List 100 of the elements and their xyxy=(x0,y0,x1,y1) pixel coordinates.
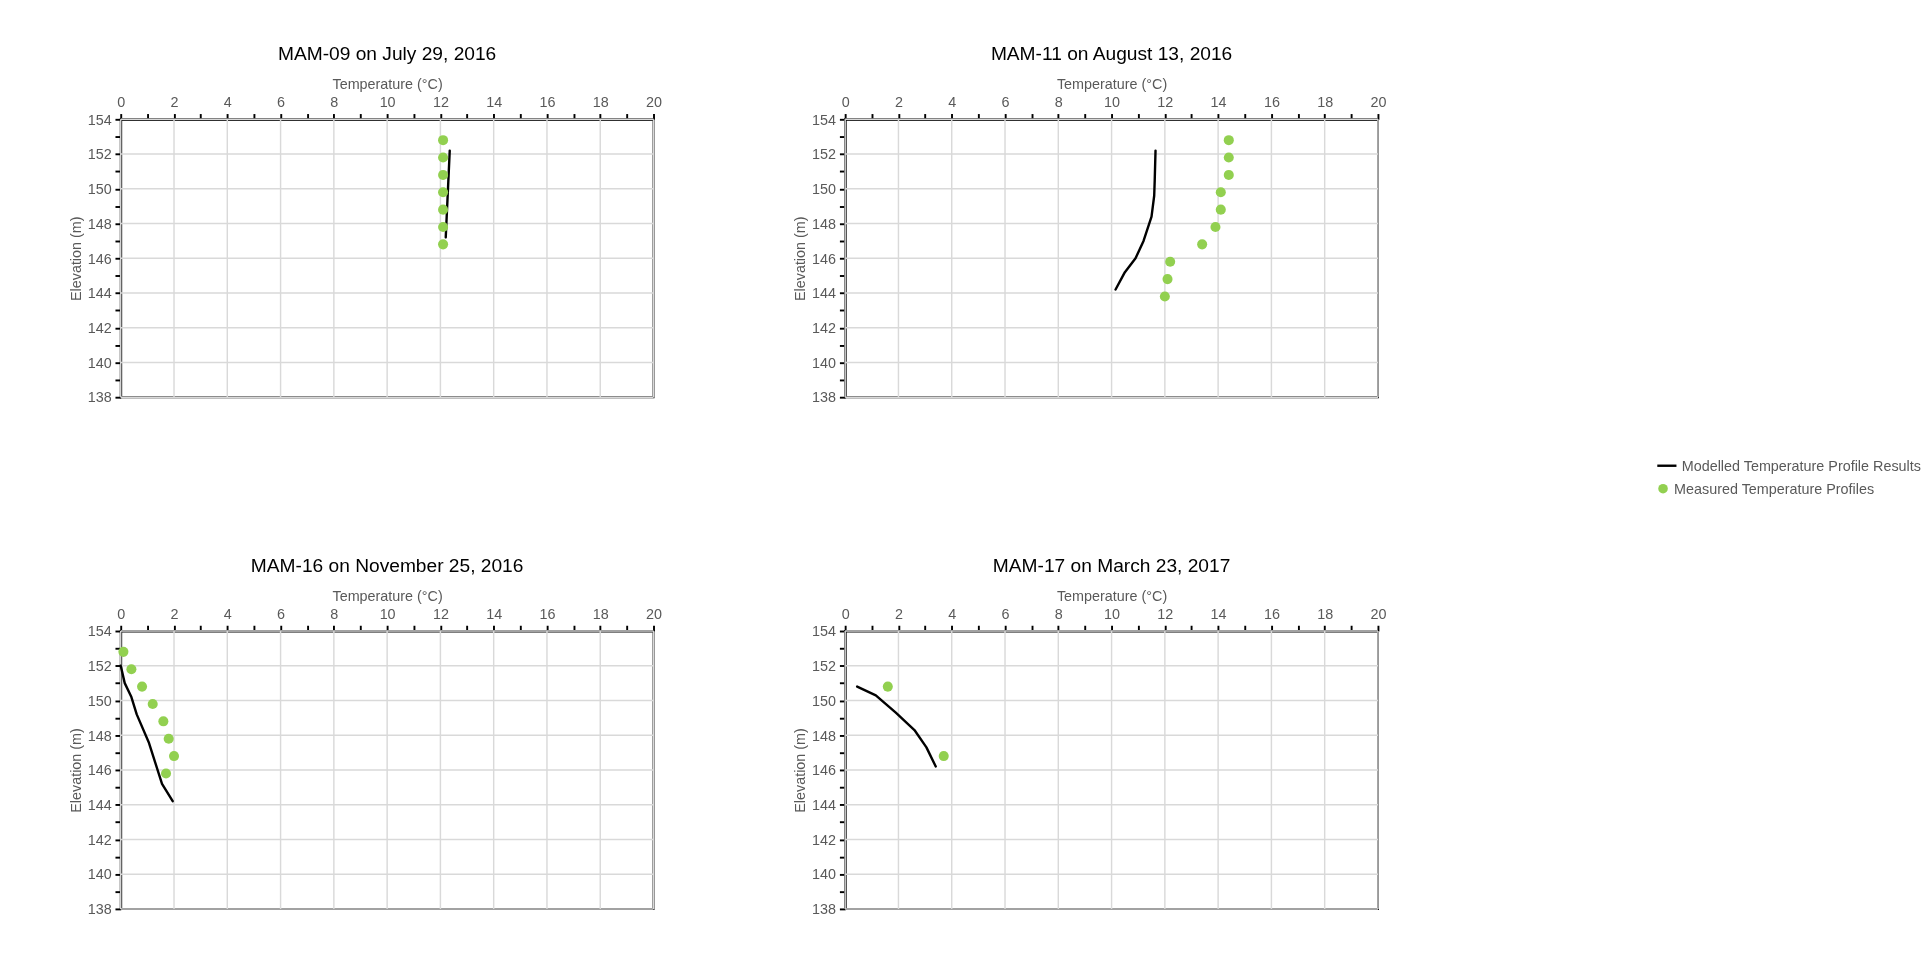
y-tick-label: 150 xyxy=(87,692,112,709)
y-tick-label: 138 xyxy=(87,901,112,918)
x-tick-label: 0 xyxy=(117,94,126,111)
y-tick-label: 154 xyxy=(87,111,112,128)
y-tick-label: 140 xyxy=(812,354,837,371)
legend-label: Measured Temperature Profiles xyxy=(1674,480,1875,497)
y-tick-label: 148 xyxy=(812,215,837,232)
y-tick-label: 148 xyxy=(812,727,837,744)
point xyxy=(137,681,148,692)
y-tick-label: 144 xyxy=(87,796,112,813)
y-tick-label: 150 xyxy=(812,692,837,709)
x-tick-label: 8 xyxy=(1054,94,1063,111)
y-tick-label: 140 xyxy=(87,354,112,371)
x-tick-label: 4 xyxy=(223,606,232,623)
x-tick-label: 0 xyxy=(841,94,850,111)
x-tick-label: 2 xyxy=(894,94,903,111)
point xyxy=(147,698,158,709)
chart-title: MAM-09 on July 29, 2016 xyxy=(277,42,497,64)
y-tick-label: 150 xyxy=(812,181,837,198)
x-tick-label: 10 xyxy=(379,94,396,111)
point xyxy=(1215,204,1226,215)
x-tick-label: 12 xyxy=(1157,606,1174,623)
y-tick-label: 138 xyxy=(812,901,837,918)
x-tick-label: 2 xyxy=(894,606,903,623)
x-tick-label: 20 xyxy=(646,606,662,623)
x-axis-title: Temperature (°C) xyxy=(332,587,443,604)
x-tick-label: 6 xyxy=(1001,94,1010,111)
line-series xyxy=(1114,149,1157,291)
point xyxy=(438,221,449,233)
y-tick-label: 148 xyxy=(87,215,112,232)
x-tick-label: 16 xyxy=(539,94,556,111)
x-tick-label: 14 xyxy=(1210,94,1227,111)
point xyxy=(161,768,172,779)
x-tick-label: 2 xyxy=(170,94,179,111)
y-tick-label: 146 xyxy=(87,762,112,779)
point xyxy=(438,239,449,250)
point xyxy=(1197,239,1208,250)
point xyxy=(1223,135,1234,146)
y-tick-label: 138 xyxy=(87,389,112,406)
x-tick-label: 20 xyxy=(1370,94,1387,111)
y-tick-label: 154 xyxy=(812,623,837,640)
chart-title: MAM-11 on August 13, 2016 xyxy=(990,42,1233,64)
x-tick-label: 18 xyxy=(1317,606,1334,623)
chart-title: MAM-16 on November 25, 2016 xyxy=(250,554,524,576)
point xyxy=(438,152,449,163)
x-tick-label: 6 xyxy=(277,606,286,623)
y-tick-label: 152 xyxy=(87,658,112,675)
x-tick-label: 12 xyxy=(432,606,449,623)
x-tick-label: 4 xyxy=(948,606,957,623)
point xyxy=(126,664,137,675)
x-tick-label: 4 xyxy=(948,94,957,111)
y-tick-label: 146 xyxy=(812,762,837,779)
x-tick-label: 12 xyxy=(1157,94,1174,111)
point xyxy=(1223,169,1234,180)
y-tick-label: 140 xyxy=(812,866,837,883)
y-tick-label: 142 xyxy=(812,320,837,337)
point xyxy=(438,204,449,215)
y-tick-label: 140 xyxy=(87,866,112,883)
y-tick-label: 154 xyxy=(812,111,837,128)
y-axis-title: Elevation (m) xyxy=(792,728,809,813)
line-series xyxy=(855,685,937,768)
point xyxy=(1165,256,1176,267)
y-tick-label: 154 xyxy=(87,623,112,640)
x-tick-label: 18 xyxy=(592,94,609,111)
x-axis-title: Temperature (°C) xyxy=(1056,76,1168,93)
x-tick-label: 12 xyxy=(432,94,449,111)
y-tick-label: 146 xyxy=(812,250,837,267)
x-tick-label: 0 xyxy=(841,606,850,623)
x-tick-label: 2 xyxy=(170,606,179,623)
legend-label: Modelled Temperature Profile Results xyxy=(1681,457,1921,474)
point xyxy=(158,716,169,727)
point xyxy=(1215,187,1226,198)
x-tick-label: 4 xyxy=(223,94,232,111)
x-tick-label: 6 xyxy=(1001,606,1010,623)
y-axis-title: Elevation (m) xyxy=(67,216,84,302)
y-tick-label: 138 xyxy=(812,389,837,406)
y-tick-label: 142 xyxy=(87,320,112,337)
point xyxy=(1159,291,1170,302)
y-tick-label: 142 xyxy=(87,831,112,848)
y-tick-label: 144 xyxy=(812,285,837,302)
x-tick-label: 14 xyxy=(1210,606,1227,623)
y-tick-label: 144 xyxy=(812,796,837,813)
x-tick-label: 14 xyxy=(486,94,503,111)
point xyxy=(168,751,180,762)
y-tick-label: 152 xyxy=(812,146,837,163)
x-tick-label: 20 xyxy=(646,94,662,111)
x-tick-label: 18 xyxy=(592,606,609,623)
x-tick-label: 10 xyxy=(1104,94,1121,111)
y-tick-label: 144 xyxy=(87,285,112,302)
x-tick-label: 16 xyxy=(1263,94,1280,111)
x-axis-title: Temperature (°C) xyxy=(332,76,443,93)
x-tick-label: 6 xyxy=(277,94,286,111)
point xyxy=(438,169,449,180)
x-tick-label: 20 xyxy=(1370,606,1387,623)
point xyxy=(1223,152,1234,163)
point xyxy=(118,646,129,657)
x-tick-label: 10 xyxy=(379,606,396,623)
point xyxy=(438,187,449,198)
point xyxy=(163,733,174,744)
point xyxy=(1210,221,1221,233)
